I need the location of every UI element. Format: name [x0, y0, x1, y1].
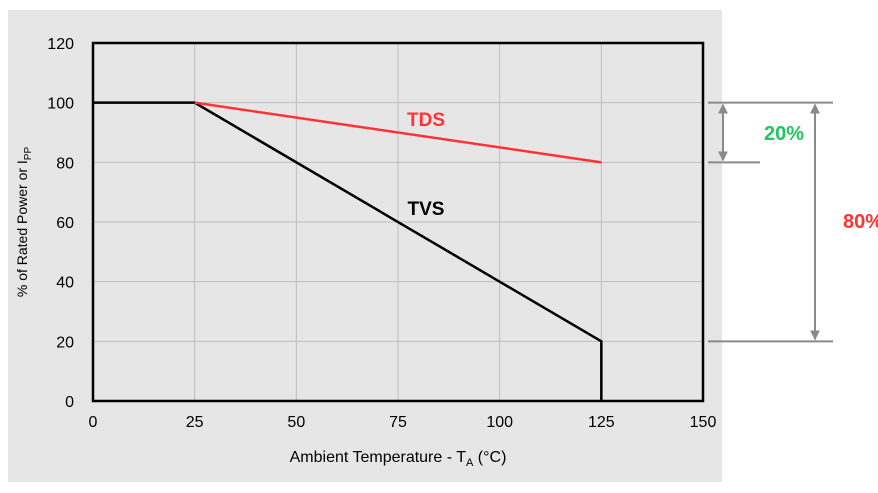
x-axis-label-subscript: A [466, 457, 474, 469]
series-label-tvs: TVS [408, 199, 445, 220]
y-tick-label: 100 [47, 96, 74, 113]
y-tick-label: 80 [56, 155, 74, 172]
chart-background [8, 10, 722, 482]
plot-frame [91, 41, 705, 403]
x-tick-label: 75 [389, 414, 407, 431]
y-axis-label: % of Rated Power or IPP [14, 147, 34, 298]
y-tick-label: 60 [56, 215, 74, 232]
annotation-label: 20% [764, 123, 804, 145]
annotation-label: 80% [843, 211, 878, 233]
series-tds-line [194, 101, 602, 164]
y-tick-label: 120 [47, 36, 74, 53]
series-label-tds: TDS [407, 110, 445, 131]
x-tick-label: 125 [588, 414, 615, 431]
y-tick-label: 20 [56, 334, 74, 351]
x-tick-label: 150 [690, 414, 717, 431]
y-tick-label: 40 [56, 275, 74, 292]
x-axis-label: Ambient Temperature - TA (°C) [290, 449, 507, 469]
x-tick-label: 0 [89, 414, 98, 431]
x-tick-label: 25 [186, 414, 204, 431]
y-tick-label: 0 [65, 394, 74, 411]
y-axis-label-subscript: PP [23, 147, 34, 161]
series-tvs-line [93, 101, 603, 401]
x-tick-label: 100 [486, 414, 513, 431]
x-tick-label: 50 [287, 414, 305, 431]
